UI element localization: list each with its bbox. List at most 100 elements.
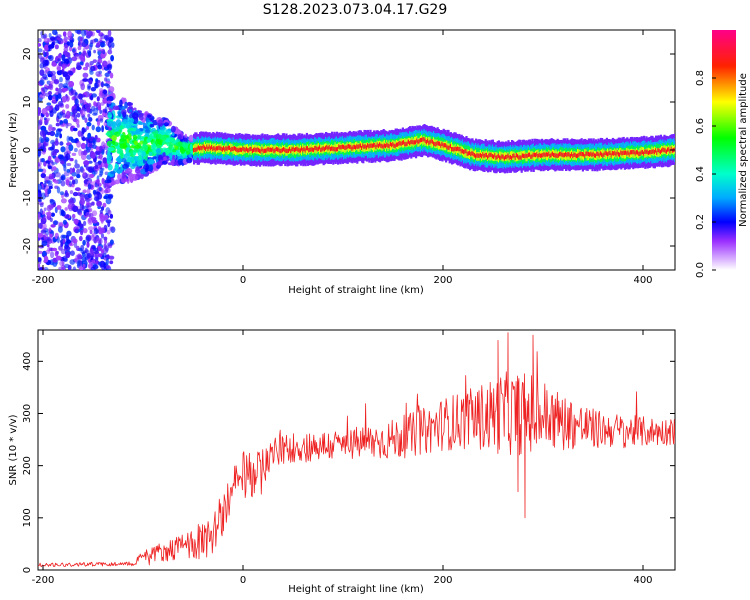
heatmap-speckle bbox=[102, 202, 107, 208]
heatmap-ridge-cell bbox=[560, 151, 563, 157]
heatmap-ridge-cell bbox=[668, 147, 671, 152]
heatmap-ridge-cell bbox=[601, 152, 604, 157]
heatmap-ridge-cell bbox=[316, 147, 319, 152]
heatmap-speckle bbox=[43, 37, 50, 44]
heatmap-speckle bbox=[107, 164, 113, 171]
heatmap-speckle bbox=[107, 195, 113, 200]
heatmap-speckle bbox=[56, 186, 61, 194]
heatmap-speckle bbox=[70, 89, 77, 96]
heatmap-ridge-cell bbox=[209, 146, 212, 151]
heatmap-speckle bbox=[86, 83, 91, 91]
heatmap-speckle bbox=[92, 232, 96, 239]
heatmap-speckle bbox=[59, 260, 65, 266]
heatmap-ridge-cell bbox=[389, 141, 392, 147]
heatmap-ridge-cell bbox=[291, 147, 294, 152]
heatmap-speckle bbox=[137, 135, 141, 139]
heatmap-speckle bbox=[38, 183, 43, 191]
heatmap-speckle bbox=[82, 263, 86, 268]
heatmap-ridge-cell bbox=[333, 146, 336, 152]
heatmap-speckle bbox=[88, 193, 92, 199]
heatmap-ridge-cell bbox=[197, 145, 200, 150]
heatmap-ridge-cell bbox=[393, 143, 396, 148]
heatmap-ridge-cell bbox=[398, 141, 401, 146]
heatmap-ridge-cell bbox=[620, 150, 623, 155]
heatmap-ridge-cell bbox=[347, 144, 350, 149]
heatmap-ridge-cell bbox=[627, 150, 630, 155]
heatmap-ridge-cell bbox=[497, 153, 500, 163]
heatmap-speckle bbox=[49, 217, 53, 223]
heatmap-ridge-cell bbox=[602, 153, 605, 158]
heatmap-speckle bbox=[70, 250, 75, 256]
heatmap-ridge-cell bbox=[519, 155, 522, 160]
heatmap-speckle bbox=[97, 253, 103, 258]
heatmap-speckle bbox=[118, 111, 122, 118]
heatmap-speckle bbox=[93, 49, 96, 54]
heatmap-speckle bbox=[46, 105, 50, 110]
heatmap-speckle bbox=[65, 110, 71, 118]
heatmap-ridge-cell bbox=[255, 148, 258, 153]
heatmap-speckle bbox=[70, 125, 74, 132]
heatmap-speckle bbox=[76, 112, 81, 118]
heatmap-speckle bbox=[51, 247, 58, 252]
heatmap-speckle bbox=[64, 207, 68, 211]
heatmap-ridge-cell bbox=[421, 137, 424, 143]
heatmap-speckle bbox=[102, 157, 108, 164]
heatmap-ridge-cell bbox=[665, 149, 668, 154]
heatmap-speckle bbox=[110, 55, 114, 62]
heatmap-ridge-cell bbox=[319, 145, 322, 150]
heatmap-speckle bbox=[109, 260, 114, 265]
heatmap-ridge-cell bbox=[205, 146, 208, 152]
heatmap-speckle bbox=[100, 81, 104, 88]
heatmap-ridge-cell bbox=[479, 153, 482, 158]
heatmap-ridge-cell bbox=[531, 154, 534, 159]
heatmap-speckle bbox=[51, 151, 55, 156]
heatmap-ridge-cell bbox=[269, 147, 272, 152]
heatmap-ridge-cell bbox=[428, 140, 431, 145]
heatmap-speckle bbox=[62, 31, 67, 37]
heatmap-ridge-cell bbox=[667, 147, 670, 152]
heatmap-speckle bbox=[51, 96, 57, 103]
heatmap-speckle bbox=[97, 64, 102, 70]
heatmap-ridge-cell bbox=[284, 147, 287, 153]
heatmap-speckle bbox=[60, 175, 64, 181]
snr-ylabel: SNR (10 * v/v) bbox=[8, 414, 19, 485]
heatmap-speckle bbox=[56, 236, 60, 244]
heatmap-ridge-cell bbox=[373, 143, 376, 152]
heatmap-speckle bbox=[102, 60, 108, 68]
heatmap-speckle bbox=[87, 226, 94, 231]
heatmap-speckle bbox=[122, 111, 127, 118]
heatmap-speckle bbox=[86, 146, 92, 151]
heatmap-speckle bbox=[38, 43, 42, 47]
heatmap-speckle bbox=[61, 95, 67, 103]
heatmap-ridge-cell bbox=[207, 146, 210, 151]
heatmap-ridge-cell bbox=[515, 153, 518, 158]
heatmap-speckle bbox=[104, 34, 110, 41]
heatmap-speckle bbox=[66, 239, 71, 244]
heatmap-ridge-cell bbox=[244, 148, 247, 153]
heatmap-ridge-cell bbox=[193, 148, 196, 153]
heatmap-ridge-cell bbox=[538, 152, 541, 157]
heatmap-speckle bbox=[86, 201, 90, 206]
heatmap-ridge-cell bbox=[395, 142, 398, 147]
heatmap-speckle bbox=[48, 125, 53, 132]
heatmap-speckle bbox=[47, 211, 52, 217]
heatmap-speckle bbox=[89, 248, 94, 256]
heatmap-ridge-cell bbox=[472, 151, 475, 157]
heatmap-speckle bbox=[144, 129, 151, 134]
colorbar-gradient bbox=[712, 30, 736, 270]
heatmap-ridge-cell bbox=[236, 147, 239, 152]
heatmap-ridge-cell bbox=[195, 147, 198, 152]
heatmap-ridge-cell bbox=[487, 155, 490, 160]
heatmap-ridge-cell bbox=[611, 151, 614, 156]
heatmap-ridge-cell bbox=[308, 148, 311, 153]
heatmap-speckle bbox=[82, 228, 88, 234]
heatmap-ridge-cell bbox=[467, 151, 470, 156]
heatmap-ridge-cell bbox=[572, 153, 575, 159]
heatmap-ridge-cell bbox=[437, 141, 440, 146]
heatmap-speckle bbox=[117, 173, 122, 180]
heatmap-speckle bbox=[51, 127, 56, 131]
heatmap-speckle bbox=[39, 116, 44, 122]
heatmap-speckle bbox=[120, 152, 124, 159]
heatmap-ridge-cell bbox=[577, 149, 580, 158]
heatmap-ridge-cell bbox=[273, 148, 276, 154]
